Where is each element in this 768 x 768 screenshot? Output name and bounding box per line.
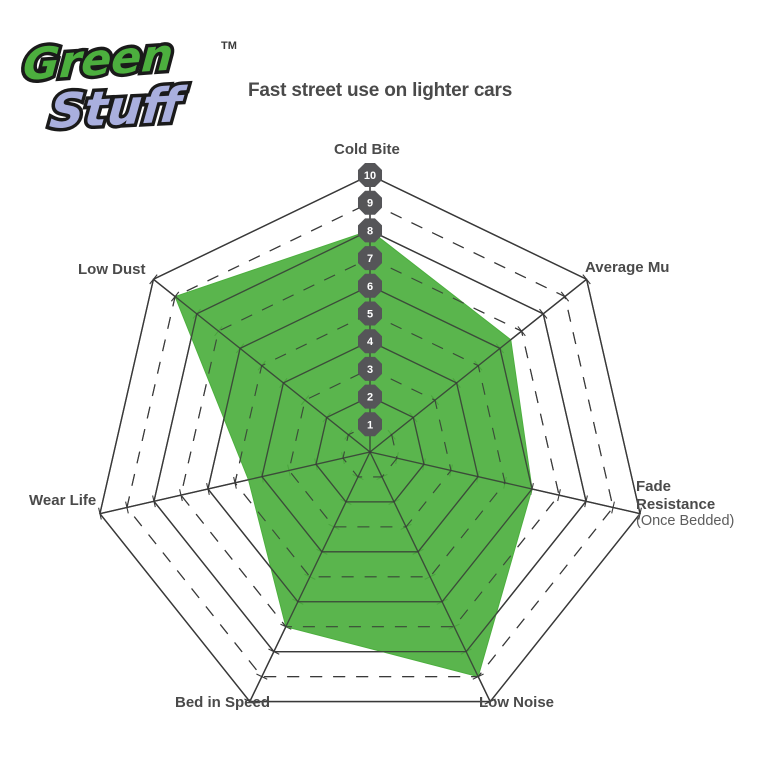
axis-label-low-dust: Low Dust [78,261,146,278]
scale-marker-label-7: 7 [367,253,373,265]
axis-label-fade-sublabel: (Once Bedded) [636,513,735,530]
axis-spoke-overlay-3 [369,451,491,702]
chart-title: Fast street use on lighter cars [248,80,513,101]
scale-marker-disc-1 [357,412,383,437]
scale-marker-disc-8 [357,218,383,243]
scale-marker-disc-3 [357,356,383,381]
scale-marker-label-10: 10 [364,170,376,182]
scale-marker-disc-5 [357,301,383,326]
axis-label-wear-life: Wear Life [29,492,97,509]
axis-label-fade-resistance: Fade Resistance (Once Bedded) [636,478,734,530]
scale-marker-label-5: 5 [367,309,373,321]
scale-marker-3: 3 [357,356,383,381]
axis-spoke-overlay-4 [249,451,371,702]
scale-marker-2: 2 [357,384,383,409]
scale-marker-disc-2 [357,384,383,409]
scale-marker-5: 5 [357,301,383,326]
axis-label-low-noise: Low Noise [479,694,555,711]
grid-ring-overlay-level-4 [261,340,479,553]
grid-ring-overlay-level-8 [153,229,587,653]
scale-marker-1: 1 [357,412,383,437]
axis-spoke-overlay-1 [369,278,587,453]
scale-marker-label-9: 9 [367,198,373,210]
grid-ring-overlay-level-1 [342,423,398,478]
scale-marker-label-2: 2 [367,392,373,404]
axis-spoke-overlay-6 [153,278,371,453]
scale-marker-disc-10 [357,162,383,188]
axis-label-fade-line2: Resistance [636,495,716,513]
scale-marker-label-4: 4 [367,336,374,348]
grid-ring-overlay-level-6 [207,285,533,603]
axis-label-bed-in-speed: Bed in Speed [175,694,271,711]
scale-marker-9: 9 [357,190,383,215]
scale-marker-6: 6 [357,273,383,298]
grid-ring-overlay-level-2 [315,395,425,503]
axis-spoke-overlay-5 [99,451,371,515]
scale-marker-label-6: 6 [367,281,373,293]
axis-label-average-mu: Average Mu [585,259,670,276]
data-polygon-series-0 [174,229,533,678]
scale-marker-label-8: 8 [367,225,373,237]
grid-ring-overlay-level-3 [288,368,452,528]
scale-marker-label-1: 1 [367,419,373,431]
scale-marker-disc-7 [357,246,383,271]
scale-marker-4: 4 [357,329,383,354]
scale-marker-label-3: 3 [367,364,373,376]
axis-spoke-overlay-2 [369,451,641,515]
scale-marker-disc-6 [357,273,383,298]
grid-ring-overlay-level-10 [99,174,641,703]
axis-label-cold-bite: Cold Bite [334,141,400,158]
scale-marker-disc-9 [357,190,383,215]
scale-marker-disc-4 [357,329,383,354]
grid-ring-overlay-level-5 [234,312,506,578]
scale-marker-10: 10 [357,162,383,188]
axis-label-fade-line1: Fade [636,478,672,495]
scale-marker-8: 8 [357,218,383,243]
scale-marker-7: 7 [357,246,383,271]
